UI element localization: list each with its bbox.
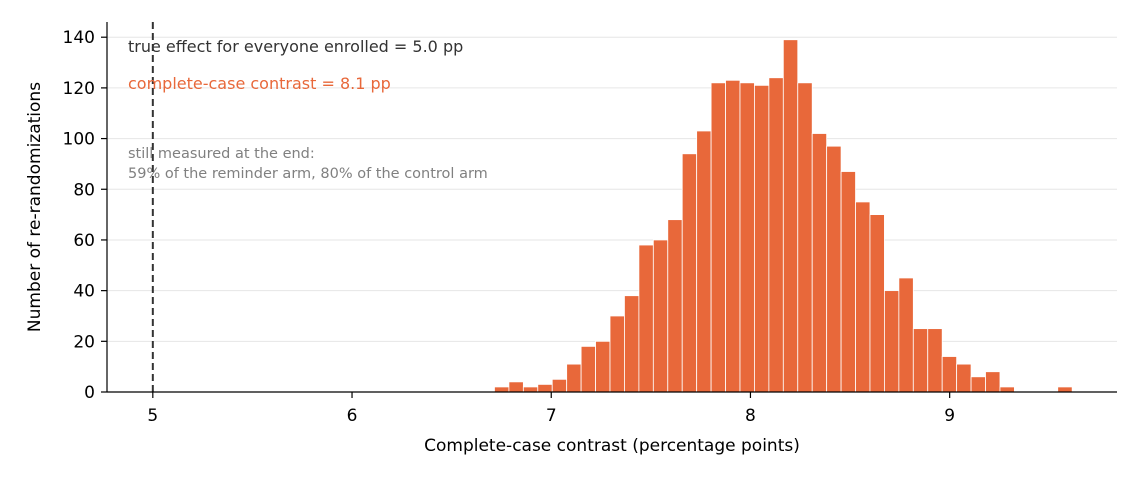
x-tick-label: 5 [147, 406, 158, 426]
y-tick-label: 0 [84, 383, 95, 403]
x-tick-label: 9 [944, 406, 955, 426]
annotation-measured-line1: still measured at the end: [128, 146, 315, 162]
histogram-bar [494, 386, 510, 393]
y-tick-label: 120 [63, 79, 95, 99]
histogram-bar [609, 315, 625, 393]
histogram-bar [941, 356, 958, 393]
x-tick-label: 8 [745, 406, 756, 426]
y-tick-label: 60 [73, 231, 95, 251]
x-axis-label: Complete-case contrast (percentage point… [424, 436, 800, 456]
gridlines [107, 36, 1117, 342]
histogram-bar [1057, 386, 1073, 393]
histogram-bar [595, 340, 611, 393]
histogram-bar [522, 386, 539, 393]
y-tick-label: 100 [63, 130, 95, 150]
y-tick-label: 40 [73, 282, 95, 302]
histogram-bar [681, 153, 698, 393]
histogram-bar [840, 171, 856, 393]
y-tick-label: 20 [73, 332, 95, 352]
x-tick-label: 6 [347, 406, 358, 426]
histogram-bar [797, 82, 813, 393]
y-tick-label: 140 [63, 28, 95, 48]
histogram-bar [811, 133, 828, 393]
annotation-complete-case: complete-case contrast = 8.1 pp [128, 74, 391, 93]
histogram-bar [710, 82, 726, 393]
y-tick-label: 80 [73, 180, 95, 200]
y-ticks: 0 20 40 60 80 100 120 140 [63, 28, 107, 403]
axes [106, 22, 1117, 393]
histogram-bar [956, 363, 972, 393]
histogram-bar [884, 290, 900, 393]
histogram-bar [725, 79, 741, 393]
histogram-bar [638, 244, 654, 393]
histogram-bar [580, 345, 596, 393]
histogram-bar [537, 383, 553, 393]
histogram-bar [912, 328, 929, 393]
annotation-true-effect: true effect for everyone enrolled = 5.0 … [128, 37, 463, 56]
histogram-bar [869, 214, 885, 393]
histogram-bar [970, 376, 986, 393]
histogram-bar [826, 145, 842, 393]
histogram-bar [551, 378, 568, 393]
x-tick-label: 7 [546, 406, 557, 426]
histogram-bar [667, 219, 683, 393]
histogram-bar [898, 277, 914, 393]
x-ticks: 5 6 7 8 9 [147, 392, 955, 426]
histogram-bar [624, 295, 640, 393]
histogram-bar [696, 130, 712, 393]
histogram-bar [768, 77, 784, 393]
histogram-bar [566, 363, 582, 393]
histogram-bar [739, 82, 755, 393]
histogram-bar [508, 381, 524, 393]
histogram-bar [985, 371, 1001, 393]
histogram-bar [652, 239, 669, 393]
histogram-bar [855, 201, 871, 393]
histogram-bar [782, 39, 799, 393]
histogram-bar [754, 84, 770, 393]
annotation-measured-line2: 59% of the reminder arm, 80% of the cont… [128, 166, 488, 182]
histogram-bar [927, 328, 943, 393]
y-axis-label: Number of re-randomizations [25, 82, 45, 332]
histogram-bar [999, 386, 1015, 393]
histogram-bars [494, 39, 1073, 393]
